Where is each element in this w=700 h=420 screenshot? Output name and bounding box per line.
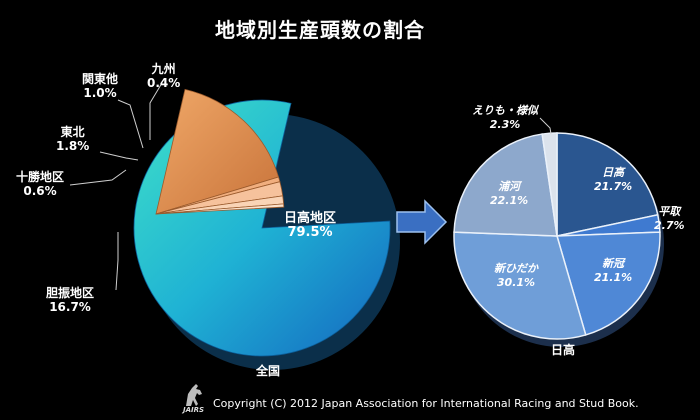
slice-label-hidaka-district: 日高地区 79.5%	[284, 211, 337, 240]
hidaka-slice-3	[453, 231, 587, 340]
slice-label-erimo-samani: えりも・様似 2.3%	[472, 104, 538, 131]
pie-slice-0	[133, 99, 391, 357]
leader-line-3	[69, 169, 127, 186]
copyright-text: Copyright (C) 2012 Japan Association for…	[213, 397, 639, 410]
leader-lines	[69, 82, 552, 291]
leader-line-2	[99, 151, 139, 161]
leader-line-0	[149, 82, 163, 140]
leader-line-4	[115, 232, 119, 291]
hidaka-slice-5	[541, 132, 558, 237]
horse-logo-icon	[186, 384, 202, 406]
pie-slice-1	[155, 88, 280, 215]
hidaka-slice-0	[556, 132, 659, 237]
slice-label-biratori: 平取 2.7%	[654, 205, 685, 232]
pie-national	[133, 88, 400, 370]
slice-label-urakawa: 浦河 22.1%	[490, 180, 529, 207]
slice-label-kyushu: 九州 0.4%	[147, 62, 181, 90]
slice-label-tohoku: 東北 1.8%	[56, 125, 90, 153]
hidaka-slice-4	[453, 133, 558, 237]
pie-hidaka	[453, 132, 664, 347]
jairs-logo-text: JAIRS	[183, 406, 205, 414]
slice-label-niikappu: 新冠 21.1%	[594, 257, 633, 284]
leader-line-5	[539, 117, 552, 135]
pie-caption-national: 全国	[256, 364, 281, 378]
pie-slice-5	[155, 203, 285, 215]
hidaka-slice-2	[556, 231, 661, 336]
arrow-icon	[396, 199, 448, 245]
slice-label-kanto: 関東他 1.0%	[82, 72, 119, 100]
chart-title: 地域別生産頭数の割合	[215, 18, 425, 42]
slice-label-hidaka-town: 日高 21.7%	[594, 166, 633, 193]
pie-caption-hidaka: 日高	[551, 343, 576, 357]
leader-line-1	[117, 99, 144, 149]
slice-label-tokachi-district: 十勝地区 0.6%	[16, 170, 65, 198]
slice-label-iburi-district: 胆振地区 16.7%	[46, 286, 95, 314]
slice-label-shinhidaka: 新ひだか 30.1%	[494, 262, 538, 289]
